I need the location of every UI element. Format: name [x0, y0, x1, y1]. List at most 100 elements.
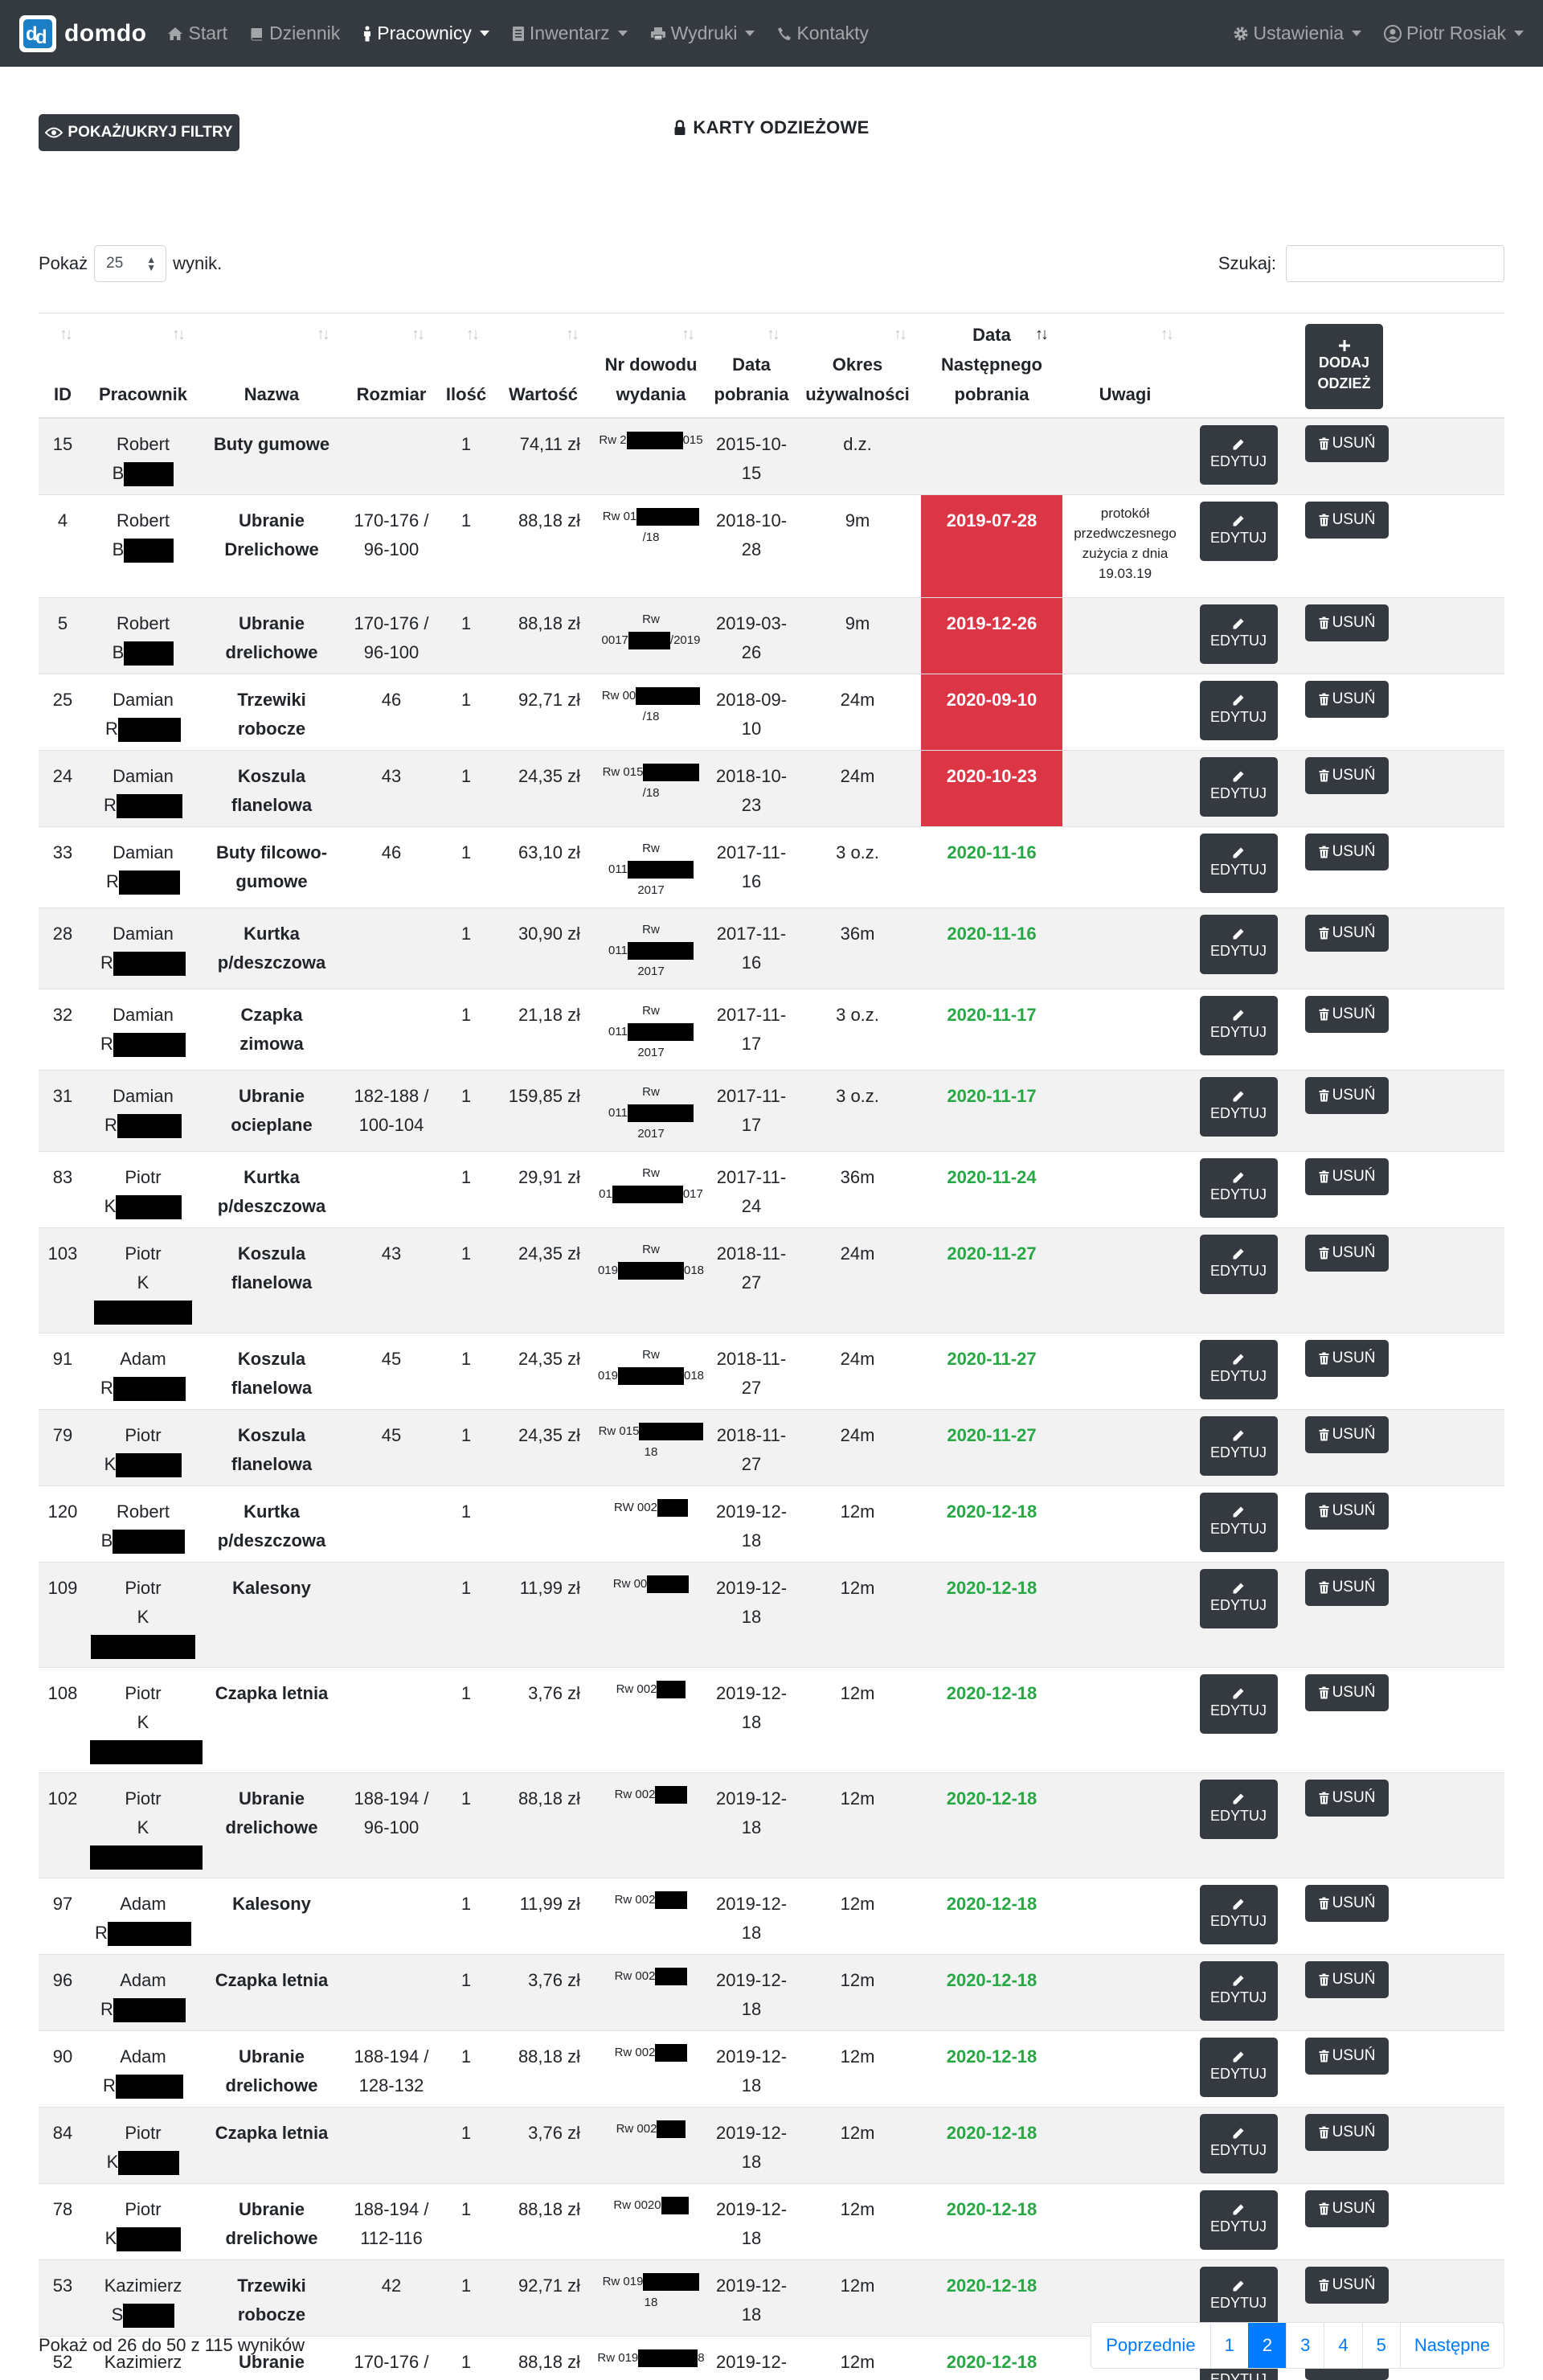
- col-header-value[interactable]: ↑↓ Wartość: [493, 313, 593, 419]
- page-title-text: KARTY ODZIEŻOWE: [693, 117, 870, 137]
- nav-item-pracownicy[interactable]: Pracownicy: [362, 23, 489, 44]
- edit-button[interactable]: EDYTUJ: [1199, 915, 1278, 974]
- table-row: 33 Damian R Buty filcowo-gumowe 46 1 63,10 zł R…: [39, 826, 1504, 908]
- cell-qty: 1: [439, 1878, 493, 1955]
- nav-item-wydruki[interactable]: Wydruki: [650, 23, 755, 44]
- edit-button[interactable]: EDYTUJ: [1199, 757, 1278, 817]
- nav-item-start[interactable]: Start: [167, 23, 227, 44]
- col-header-name[interactable]: ↑↓ Nazwa: [199, 313, 344, 419]
- col-header-employee[interactable]: ↑↓ Pracownik: [87, 313, 199, 419]
- cell-remarks: [1062, 1070, 1188, 1152]
- pagination-prev[interactable]: Poprzednie: [1091, 2323, 1210, 2368]
- toggle-filters-button[interactable]: POKAŻ/UKRYJ FILTRY: [39, 114, 239, 151]
- employee-first-name: Piotr: [125, 1578, 162, 1598]
- delete-button[interactable]: USUŃ: [1305, 1077, 1389, 1114]
- delete-button[interactable]: USUŃ: [1305, 425, 1389, 462]
- edit-button[interactable]: EDYTUJ: [1199, 1885, 1278, 1944]
- delete-button[interactable]: USUŃ: [1305, 502, 1389, 539]
- edit-button[interactable]: EDYTUJ: [1199, 2038, 1278, 2097]
- edit-button[interactable]: EDYTUJ: [1199, 1158, 1278, 1218]
- delete-button[interactable]: USUŃ: [1305, 1340, 1389, 1377]
- search-input[interactable]: [1286, 245, 1504, 282]
- nav-item-user[interactable]: Piotr Rosiak: [1384, 23, 1524, 44]
- cell-value: 74,11 zł: [493, 417, 593, 495]
- delete-button[interactable]: USUŃ: [1305, 2114, 1389, 2151]
- edit-button[interactable]: EDYTUJ: [1199, 1674, 1278, 1734]
- edit-button[interactable]: EDYTUJ: [1199, 1780, 1278, 1839]
- edit-button[interactable]: EDYTUJ: [1199, 1569, 1278, 1628]
- delete-button[interactable]: USUŃ: [1305, 1158, 1389, 1195]
- delete-button[interactable]: USUŃ: [1305, 1885, 1389, 1922]
- col-header-date[interactable]: ↑↓ Data pobrania: [709, 313, 794, 419]
- edit-button[interactable]: EDYTUJ: [1199, 2114, 1278, 2173]
- delete-label: USUŃ: [1332, 1087, 1376, 1104]
- edit-button[interactable]: EDYTUJ: [1199, 834, 1278, 893]
- delete-button[interactable]: USUŃ: [1305, 1674, 1389, 1711]
- edit-button[interactable]: EDYTUJ: [1199, 2267, 1278, 2326]
- pagination-page[interactable]: 1: [1209, 2323, 1248, 2368]
- pagination-page[interactable]: 3: [1286, 2323, 1324, 2368]
- delete-button[interactable]: USUŃ: [1305, 834, 1389, 870]
- cell-remarks: [1062, 1772, 1188, 1878]
- edit-button[interactable]: EDYTUJ: [1199, 1077, 1278, 1137]
- delete-button[interactable]: USUŃ: [1305, 1493, 1389, 1530]
- edit-button[interactable]: EDYTUJ: [1199, 1961, 1278, 2021]
- edit-label: EDYTUJ: [1209, 1263, 1267, 1279]
- edit-button[interactable]: EDYTUJ: [1199, 425, 1278, 485]
- cell-remarks: [1062, 1151, 1188, 1228]
- edit-button[interactable]: EDYTUJ: [1199, 1340, 1278, 1399]
- cell-next-date: 2020-12-18: [921, 1954, 1062, 2031]
- doc-number-part: Rw 002: [614, 2046, 656, 2059]
- delete-button[interactable]: USUŃ: [1305, 1416, 1389, 1453]
- cell-edit: EDYTUJ: [1188, 417, 1289, 495]
- edit-button[interactable]: EDYTUJ: [1199, 1493, 1278, 1552]
- nav-item-kontakty[interactable]: Kontakty: [777, 23, 869, 44]
- col-header-id[interactable]: ↑↓ ID: [39, 313, 87, 419]
- pagination-page-current[interactable]: 2: [1247, 2323, 1287, 2368]
- edit-button[interactable]: EDYTUJ: [1199, 1416, 1278, 1476]
- col-header-qty[interactable]: ↑↓ Ilość: [439, 313, 493, 419]
- pagination-next[interactable]: Następne: [1399, 2323, 1504, 2368]
- cell-size: [344, 989, 439, 1071]
- delete-button[interactable]: USUŃ: [1305, 1569, 1389, 1606]
- delete-button[interactable]: USUŃ: [1305, 2038, 1389, 2075]
- page-length-select[interactable]: 25 ▲ ▼: [94, 245, 167, 282]
- delete-button[interactable]: USUŃ: [1305, 915, 1389, 952]
- col-header-remarks[interactable]: ↑↓ Uwagi: [1062, 313, 1188, 419]
- col-header-doc[interactable]: ↑↓ Nr dowodu wydania: [593, 313, 709, 419]
- delete-button[interactable]: USUŃ: [1305, 1961, 1389, 1998]
- edit-button[interactable]: EDYTUJ: [1199, 1235, 1278, 1294]
- col-header-next-date[interactable]: ↑↓ Data Następnego pobrania: [921, 313, 1062, 419]
- edit-button[interactable]: EDYTUJ: [1199, 996, 1278, 1055]
- pagination-page[interactable]: 4: [1324, 2323, 1362, 2368]
- delete-button[interactable]: USUŃ: [1305, 2267, 1389, 2304]
- redacted-block: [118, 870, 180, 895]
- edit-button[interactable]: EDYTUJ: [1199, 2190, 1278, 2250]
- edit-button[interactable]: EDYTUJ: [1199, 502, 1278, 561]
- cell-remarks: [1062, 674, 1188, 751]
- delete-label: USUŃ: [1332, 1168, 1376, 1185]
- cell-delete: USUŃ: [1289, 2107, 1504, 2184]
- delete-button[interactable]: USUŃ: [1305, 1780, 1389, 1817]
- pagination-page[interactable]: 5: [1361, 2323, 1400, 2368]
- delete-button[interactable]: USUŃ: [1305, 1235, 1389, 1272]
- add-clothing-button[interactable]: DODAJ ODZIEŻ: [1305, 324, 1383, 409]
- col-header-period[interactable]: ↑↓ Okres używalności: [794, 313, 921, 419]
- sort-icon: ↑↓: [466, 326, 480, 343]
- cell-employee: Piotr K: [87, 1151, 199, 1228]
- delete-button[interactable]: USUŃ: [1305, 681, 1389, 718]
- edit-button[interactable]: EDYTUJ: [1199, 604, 1278, 664]
- edit-button[interactable]: EDYTUJ: [1199, 681, 1278, 740]
- delete-button[interactable]: USUŃ: [1305, 604, 1389, 641]
- nav-item-inwentarz[interactable]: Inwentarz: [512, 23, 628, 44]
- delete-button[interactable]: USUŃ: [1305, 996, 1389, 1033]
- edit-label: EDYTUJ: [1209, 1444, 1267, 1460]
- nav-item-dziennik[interactable]: Dziennik: [250, 23, 340, 44]
- pencil-icon: [1233, 1430, 1244, 1441]
- delete-button[interactable]: USUŃ: [1305, 2190, 1389, 2227]
- col-header-size[interactable]: ↑↓ Rozmiar: [344, 313, 439, 419]
- delete-button[interactable]: USUŃ: [1305, 757, 1389, 794]
- employee-last-initial: K: [137, 1272, 149, 1292]
- nav-item-settings[interactable]: Ustawienia: [1233, 23, 1362, 44]
